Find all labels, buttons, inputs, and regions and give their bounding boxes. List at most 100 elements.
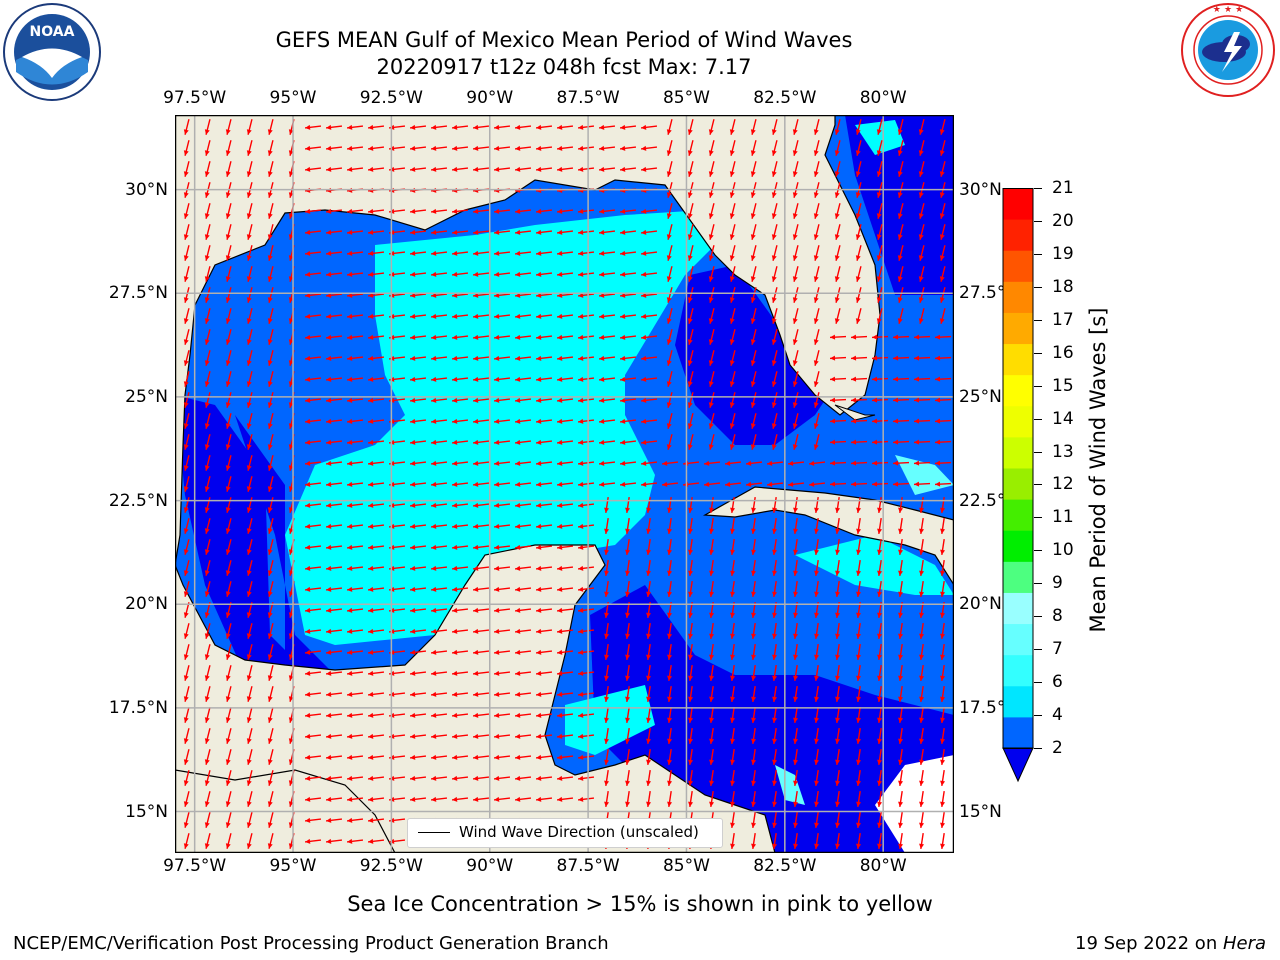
wave-arrow-head bbox=[940, 843, 946, 849]
wave-arrow-head bbox=[326, 229, 332, 235]
wave-arrow-head bbox=[772, 507, 778, 513]
wave-arrow-head bbox=[625, 591, 631, 597]
wave-arrow-head bbox=[536, 544, 542, 550]
colorbar-tick-label: 13 bbox=[1052, 441, 1074, 462]
wave-arrow-head bbox=[246, 381, 252, 387]
wave-arrow-head bbox=[750, 360, 756, 366]
wave-arrow-head bbox=[204, 423, 210, 429]
wave-arrow-head bbox=[368, 670, 374, 676]
wave-arrow-head bbox=[578, 628, 584, 634]
wave-arrow-head bbox=[814, 759, 820, 765]
wave-arrow-head bbox=[599, 397, 605, 403]
wave-arrow-head bbox=[730, 528, 736, 534]
wave-arrow-head bbox=[225, 633, 231, 639]
wave-arrow-head bbox=[708, 318, 714, 324]
wave-arrow-head bbox=[751, 507, 757, 513]
wave-arrow-head bbox=[772, 780, 778, 786]
colorbar-tick-mark bbox=[1034, 517, 1042, 519]
wave-arrow-head bbox=[204, 780, 210, 786]
wave-arrow-head bbox=[793, 717, 799, 723]
wave-arrow-head bbox=[604, 738, 610, 744]
wave-arrow-head bbox=[225, 192, 231, 198]
wave-arrow-head bbox=[347, 691, 353, 697]
wave-arrow-head bbox=[204, 213, 210, 219]
wave-arrow-head bbox=[557, 712, 563, 718]
wave-arrow-head bbox=[893, 460, 899, 466]
wave-arrow-head bbox=[709, 738, 715, 744]
wave-arrow-head bbox=[771, 234, 777, 240]
wave-arrow-head bbox=[557, 649, 563, 655]
wave-arrow-head bbox=[599, 292, 605, 298]
wave-arrow-head bbox=[368, 733, 374, 739]
wave-arrow-head bbox=[536, 460, 542, 466]
wave-arrow-head bbox=[183, 381, 189, 387]
wave-arrow-head bbox=[793, 612, 799, 618]
wave-arrow-head bbox=[267, 423, 273, 429]
wave-arrow-head bbox=[305, 565, 311, 571]
wave-arrow-head bbox=[772, 675, 778, 681]
wave-arrow-head bbox=[557, 586, 563, 592]
colorbar-tick-mark bbox=[1034, 550, 1042, 552]
wave-arrow-head bbox=[730, 549, 736, 555]
wave-arrow-head bbox=[708, 297, 714, 303]
wave-arrow-head bbox=[793, 780, 799, 786]
wave-arrow-head bbox=[204, 276, 210, 282]
wave-arrow-head bbox=[473, 376, 479, 382]
wave-arrow-head bbox=[578, 523, 584, 529]
wave-arrow-head bbox=[751, 780, 757, 786]
wave-arrow-head bbox=[473, 607, 479, 613]
wave-arrow-head bbox=[246, 570, 252, 576]
wave-arrow-head bbox=[204, 255, 210, 261]
wave-arrow-head bbox=[536, 439, 542, 445]
wave-arrow-head bbox=[813, 213, 819, 219]
wave-arrow-head bbox=[326, 670, 332, 676]
wave-arrow-head bbox=[772, 822, 778, 828]
wave-arrow-head bbox=[494, 460, 500, 466]
colorbar-segment bbox=[1003, 250, 1033, 282]
wave-arrow-head bbox=[368, 271, 374, 277]
wave-arrow-head bbox=[452, 145, 458, 151]
wave-arrow-head bbox=[771, 150, 777, 156]
wave-arrow-head bbox=[872, 481, 878, 487]
wave-arrow-head bbox=[687, 276, 693, 282]
wave-arrow-head bbox=[730, 570, 736, 576]
wave-arrow-head bbox=[183, 570, 189, 576]
wave-arrow-head bbox=[771, 339, 777, 345]
wave-arrow-head bbox=[666, 423, 672, 429]
wave-arrow-head bbox=[431, 418, 437, 424]
wave-arrow-head bbox=[730, 822, 736, 828]
wave-arrow-head bbox=[856, 780, 862, 786]
wave-arrow-head bbox=[557, 397, 563, 403]
wave-arrow-head bbox=[625, 801, 631, 807]
wave-arrow-head bbox=[918, 255, 924, 261]
wave-arrow-head bbox=[646, 507, 652, 513]
wave-arrow-head bbox=[431, 250, 437, 256]
wave-arrow-head bbox=[473, 796, 479, 802]
wave-arrow-head bbox=[431, 355, 437, 361]
wave-arrow-head bbox=[667, 507, 673, 513]
wave-arrow-head bbox=[792, 213, 798, 219]
wave-arrow-head bbox=[515, 649, 521, 655]
wave-arrow-head bbox=[305, 439, 311, 445]
wave-arrow-head bbox=[793, 633, 799, 639]
wave-arrow-head bbox=[813, 234, 819, 240]
colorbar-segment bbox=[1003, 592, 1033, 625]
wave-arrow-head bbox=[347, 796, 353, 802]
wave-arrow-head bbox=[578, 292, 584, 298]
wave-arrow-head bbox=[877, 612, 883, 618]
wave-arrow-head bbox=[368, 229, 374, 235]
wave-arrow-head bbox=[729, 297, 735, 303]
wave-arrow-head bbox=[183, 360, 189, 366]
wave-arrow-head bbox=[368, 481, 374, 487]
wave-arrow-head bbox=[347, 460, 353, 466]
wave-arrow-head bbox=[557, 418, 563, 424]
wave-arrow-head bbox=[641, 166, 647, 172]
wave-arrow-head bbox=[515, 145, 521, 151]
wave-arrow-head bbox=[856, 654, 862, 660]
wave-arrow-head bbox=[183, 276, 189, 282]
wave-arrow-head bbox=[940, 633, 946, 639]
wave-arrow-head bbox=[494, 586, 500, 592]
wave-arrow-head bbox=[473, 523, 479, 529]
wave-arrow-head bbox=[641, 229, 647, 235]
wave-arrow-head bbox=[940, 717, 946, 723]
